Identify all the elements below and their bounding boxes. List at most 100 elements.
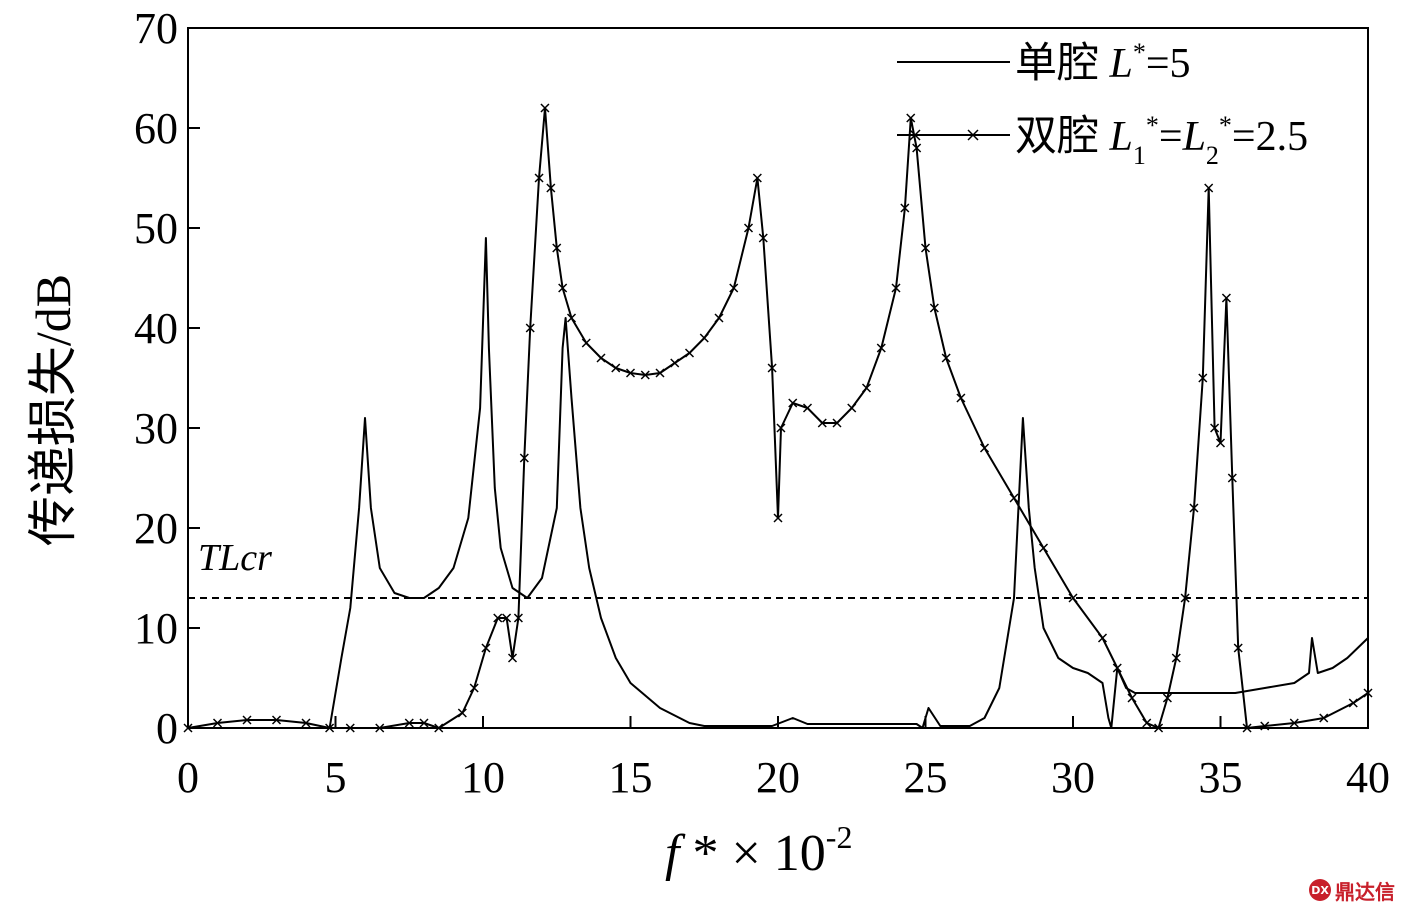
legend-label-double: 双腔 L1*=L2*=2.5 [1015, 111, 1308, 170]
y-tick-label-7: 70 [134, 4, 178, 53]
series-1-point-45 [817, 418, 827, 428]
series-1-point-46 [832, 418, 842, 428]
x-tick-label-7: 35 [1199, 753, 1243, 802]
series-1-point-18 [519, 453, 529, 463]
series-1-point-53 [912, 143, 922, 153]
x-axis-label: f * × 10-2 [665, 819, 852, 882]
series-1-point-24 [558, 283, 568, 293]
series-1-point-13 [481, 643, 491, 653]
series-1-point-80 [1289, 718, 1299, 728]
x-tick-label-8: 40 [1346, 753, 1390, 802]
series-1-point-61 [1068, 593, 1078, 603]
y-tick-label-4: 40 [134, 304, 178, 353]
series-1-point-15 [502, 613, 512, 623]
series-1-point-8 [404, 718, 414, 728]
watermark-logo-icon: DX [1309, 879, 1331, 901]
legend-marker-double [909, 129, 979, 141]
series-1-point-3 [271, 715, 282, 725]
series-1-point-66 [1154, 723, 1164, 733]
series-1-point-34 [699, 333, 709, 343]
series-1-point-41 [773, 513, 783, 523]
series-1-point-67 [1162, 693, 1172, 703]
series-1-point-2 [242, 715, 252, 725]
series-1-point-58 [979, 443, 990, 453]
series-1-point-59 [1009, 493, 1019, 503]
series-1-point-48 [861, 383, 872, 393]
series-1-point-33 [684, 348, 695, 358]
series-1-point-19 [525, 323, 535, 333]
series-line-0 [188, 237, 1369, 729]
series-1-point-27 [596, 353, 606, 363]
threshold-label: TLcr [198, 537, 272, 579]
series-1-point-52 [906, 113, 916, 123]
series-1-point-49 [876, 343, 886, 353]
series-1-point-31 [655, 368, 665, 378]
series-1-point-82 [1348, 698, 1358, 708]
series-1-point-14 [493, 613, 503, 623]
series-1-point-60 [1038, 543, 1049, 553]
series-1-point-10 [434, 723, 444, 733]
y-tick-label-2: 20 [134, 504, 178, 553]
series-1-point-74 [1215, 438, 1226, 448]
series-1-point-17 [513, 613, 523, 623]
series-1-point-51 [900, 203, 910, 213]
series-1-point-65 [1142, 718, 1152, 728]
series-1-point-29 [625, 368, 636, 378]
series-1-point-73 [1210, 423, 1220, 433]
series-1-point-71 [1198, 373, 1208, 383]
series-1-point-20 [534, 173, 544, 183]
x-tick-label-1: 5 [325, 753, 347, 802]
x-tick-label-0: 0 [177, 753, 199, 802]
series-1-point-28 [611, 363, 621, 373]
series-1-point-42 [776, 423, 786, 433]
series-1-point-39 [758, 233, 768, 243]
series-1-point-69 [1180, 593, 1190, 603]
series-1-point-6 [345, 723, 355, 733]
series-1-point-81 [1319, 713, 1329, 723]
x-tick-label-2: 10 [461, 753, 505, 802]
series-1-point-54 [920, 243, 931, 253]
series-1-point-56 [941, 353, 951, 363]
series-1-point-23 [552, 243, 562, 253]
series-1-point-77 [1233, 643, 1243, 653]
series-1-point-72 [1204, 183, 1214, 193]
series-line-1 [187, 107, 1369, 729]
series-1-point-12 [469, 683, 479, 693]
x-tick-label-4: 20 [756, 753, 800, 802]
y-tick-label-3: 30 [134, 404, 178, 453]
series-1-point-62 [1097, 633, 1108, 643]
series-1-point-76 [1227, 473, 1237, 483]
series-1-point-43 [788, 398, 798, 408]
series-1-point-9 [419, 718, 429, 728]
series-1-point-70 [1189, 503, 1199, 513]
x-tick-label-6: 30 [1051, 753, 1095, 802]
y-tick-label-1: 10 [134, 604, 178, 653]
series-1-point-57 [956, 393, 966, 403]
legend: 单腔 L*=5 双腔 L1*=L2*=2.5 [897, 38, 1308, 170]
series-1-point-11 [457, 708, 467, 718]
x-tick-label-5: 25 [904, 753, 948, 802]
series-1-point-68 [1171, 653, 1181, 663]
x-tick-label-3: 15 [609, 753, 653, 802]
watermark: DX 鼎达信 [1309, 877, 1409, 904]
series-1-point-25 [566, 313, 577, 323]
series-layer [183, 103, 1373, 733]
series-1-point-35 [714, 313, 724, 323]
series-1-point-44 [802, 403, 813, 413]
series-1-point-22 [546, 183, 556, 193]
series-1-point-1 [212, 718, 223, 728]
series-1-point-36 [729, 283, 739, 293]
series-1-point-37 [743, 223, 754, 233]
y-tick-label-5: 50 [134, 204, 178, 253]
y-tick-label-0: 0 [156, 704, 178, 753]
series-1-point-63 [1112, 663, 1122, 673]
series-1-point-30 [640, 370, 650, 380]
series-1-point-0 [183, 723, 193, 733]
series-1-point-47 [847, 403, 857, 413]
series-1-point-7 [375, 723, 385, 733]
series-1-point-79 [1260, 721, 1270, 731]
series-1-point-16 [507, 653, 518, 663]
series-1-point-26 [581, 338, 591, 348]
series-1-point-40 [767, 363, 777, 373]
y-axis-label: 传递损失/dB [25, 274, 81, 546]
